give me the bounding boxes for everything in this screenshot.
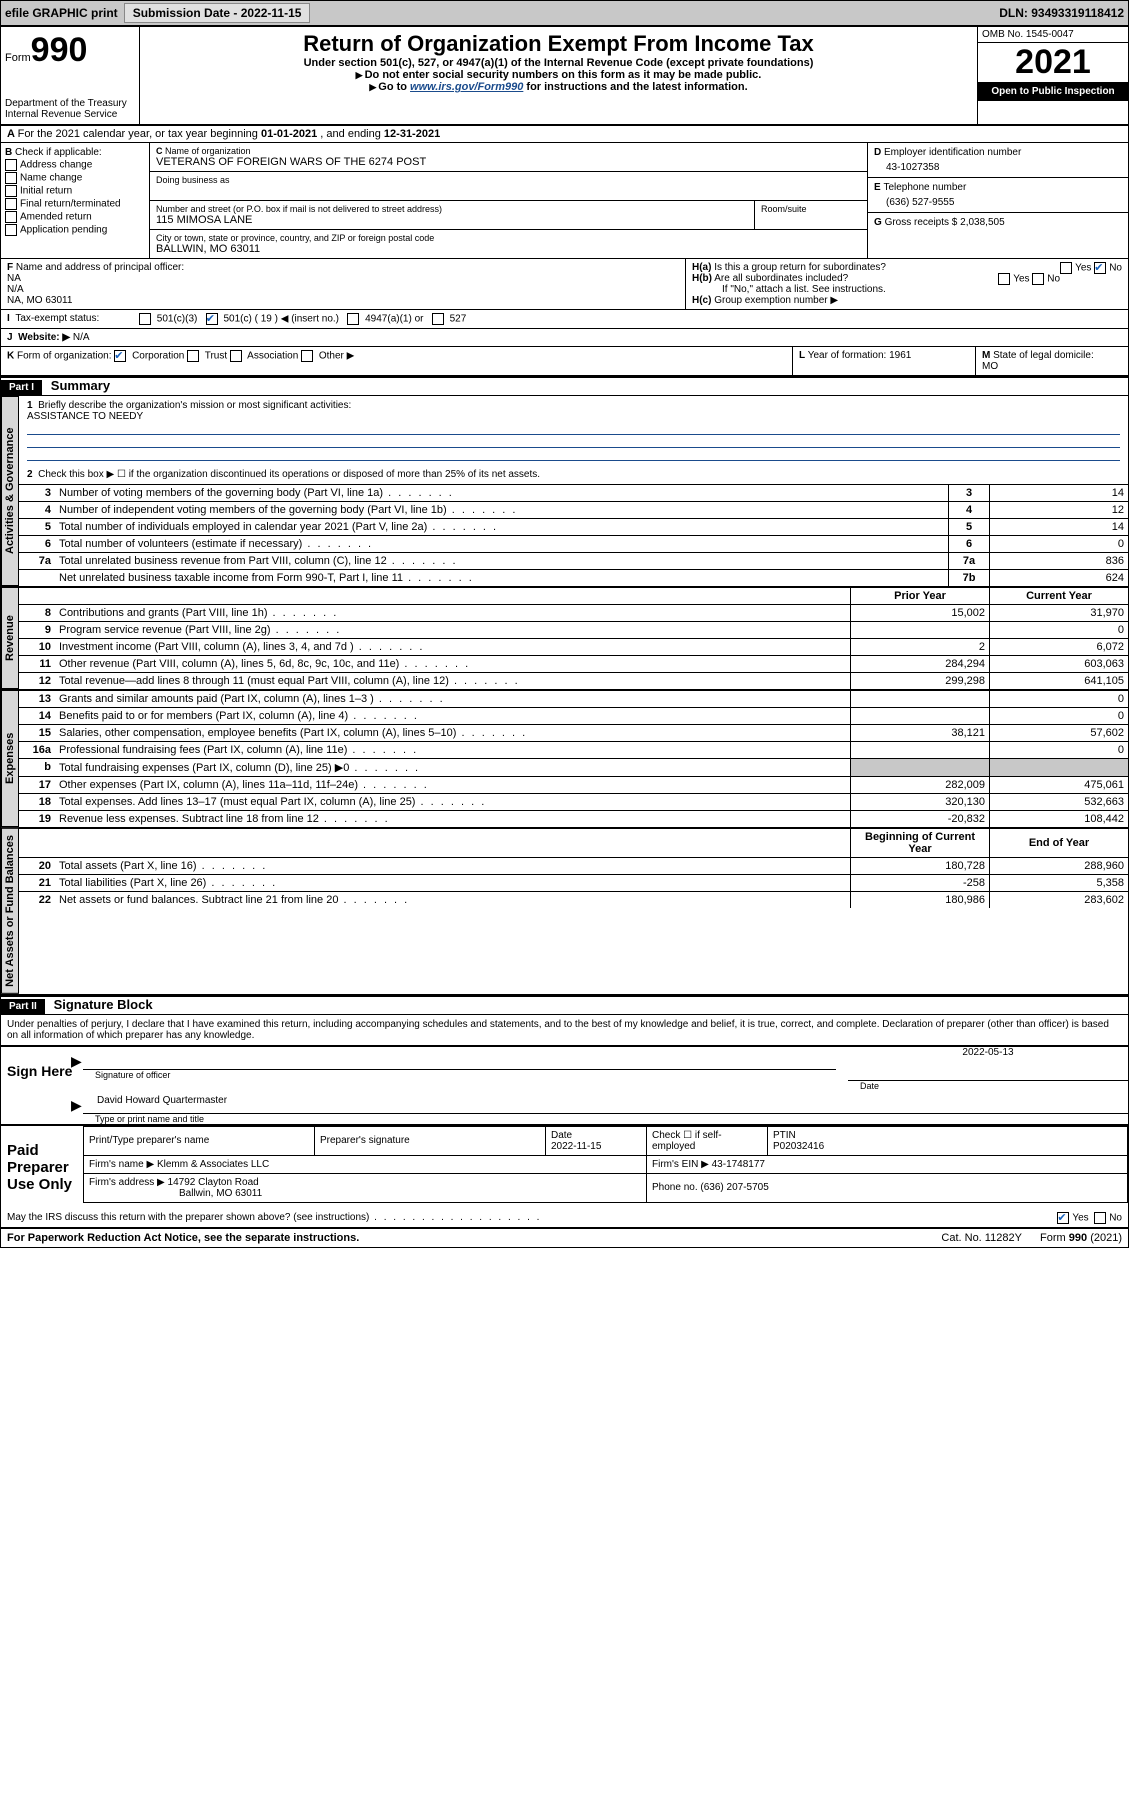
form-990-label: Form990 [5, 31, 135, 70]
chk-amended[interactable]: Amended return [5, 211, 145, 223]
chk-final[interactable]: Final return/terminated [5, 198, 145, 210]
tax-year: 2021 [978, 43, 1128, 82]
k-assoc[interactable] [230, 350, 242, 362]
gross-receipts: 2,038,505 [960, 217, 1005, 228]
page-footer: For Paperwork Reduction Act Notice, see … [1, 1228, 1128, 1247]
city: BALLWIN, MO 63011 [156, 243, 861, 255]
part2-header: Part II Signature Block [1, 995, 1128, 1015]
hint-link: Go to www.irs.gov/Form990 for instructio… [144, 81, 973, 93]
declaration: Under penalties of perjury, I declare th… [1, 1015, 1128, 1045]
chk-initial[interactable]: Initial return [5, 185, 145, 197]
hb-no[interactable] [1032, 273, 1044, 285]
expenses-section: Expenses 13Grants and similar amounts pa… [1, 690, 1128, 828]
form-header: Form990 Department of the Treasury Inter… [1, 27, 1128, 126]
mission: ASSISTANCE TO NEEDY [27, 411, 143, 422]
efile-label: efile GRAPHIC print [5, 6, 118, 20]
org-name: VETERANS OF FOREIGN WARS OF THE 6274 POS… [156, 156, 861, 168]
line-klm: K Form of organization: Corporation Trus… [1, 347, 1128, 376]
ha-yes[interactable] [1060, 262, 1072, 274]
phone: (636) 527-9555 [874, 193, 1122, 208]
irs-label: Internal Revenue Service [5, 109, 135, 120]
ptin: P02032416 [773, 1141, 824, 1152]
form-subtitle: Under section 501(c), 527, or 4947(a)(1)… [144, 57, 973, 69]
firm-name: Klemm & Associates LLC [157, 1159, 269, 1170]
table-ag: 3Number of voting members of the governi… [19, 484, 1128, 586]
chk-name[interactable]: Name change [5, 172, 145, 184]
top-bar: efile GRAPHIC print Submission Date - 20… [0, 0, 1129, 26]
paid-preparer: Paid Preparer Use Only Print/Type prepar… [1, 1124, 1128, 1209]
may-yes[interactable] [1057, 1212, 1069, 1224]
submission-date-btn[interactable]: Submission Date - 2022-11-15 [124, 3, 311, 23]
form-title: Return of Organization Exempt From Incom… [144, 31, 973, 57]
line-i: I Tax-exempt status: 501(c)(3) 501(c) ( … [1, 310, 1128, 329]
tab-activities: Activities & Governance [1, 396, 19, 586]
officer-name: David Howard Quartermaster [97, 1095, 227, 1106]
line-j: J Website: ▶ N/A [1, 329, 1128, 347]
open-public: Open to Public Inspection [978, 82, 1128, 101]
tab-netassets: Net Assets or Fund Balances [1, 828, 19, 994]
ha-no[interactable] [1094, 262, 1106, 274]
hb-yes[interactable] [998, 273, 1010, 285]
i-4947[interactable] [347, 313, 359, 325]
sign-here: Sign Here ▶ Signature of officer 2022-05… [1, 1045, 1128, 1124]
table-rev: Prior YearCurrent Year 8Contributions an… [19, 587, 1128, 689]
right-header: D Employer identification number 43-1027… [868, 143, 1128, 258]
line-a: A For the 2021 calendar year, or tax yea… [1, 126, 1128, 143]
sig-date: 2022-05-13 [848, 1047, 1128, 1058]
k-trust[interactable] [187, 350, 199, 362]
preparer-table: Print/Type preparer's name Preparer's si… [83, 1126, 1128, 1203]
i-501c[interactable] [206, 313, 218, 325]
chk-address[interactable]: Address change [5, 159, 145, 171]
fh-row: F Name and address of principal officer:… [1, 259, 1128, 310]
dept-label: Department of the Treasury [5, 98, 135, 109]
may-no[interactable] [1094, 1212, 1106, 1224]
k-other[interactable] [301, 350, 313, 362]
line-b: B Check if applicable: Address change Na… [1, 143, 150, 258]
omb-number: OMB No. 1545-0047 [978, 27, 1128, 43]
may-discuss: May the IRS discuss this return with the… [1, 1209, 1128, 1228]
netassets-section: Net Assets or Fund Balances Beginning of… [1, 828, 1128, 995]
table-exp: 13Grants and similar amounts paid (Part … [19, 690, 1128, 827]
header-block: B Check if applicable: Address change Na… [1, 143, 1128, 259]
tab-revenue: Revenue [1, 587, 19, 689]
form-container: Form990 Department of the Treasury Inter… [0, 26, 1129, 1248]
irs-link[interactable]: www.irs.gov/Form990 [410, 81, 523, 93]
hint-ssn: Do not enter social security numbers on … [144, 69, 973, 81]
revenue-section: Revenue Prior YearCurrent Year 8Contribu… [1, 587, 1128, 690]
i-527[interactable] [432, 313, 444, 325]
ein: 43-1027358 [874, 158, 1122, 173]
chk-pending[interactable]: Application pending [5, 224, 145, 236]
tab-expenses: Expenses [1, 690, 19, 827]
part1-header: Part I Summary [1, 376, 1128, 396]
table-net: Beginning of Current YearEnd of Year 20T… [19, 828, 1128, 908]
activities-governance: Activities & Governance 1 Briefly descri… [1, 396, 1128, 587]
i-501c3[interactable] [139, 313, 151, 325]
line-c: C Name of organization VETERANS OF FOREI… [150, 143, 868, 258]
dln: DLN: 93493319118412 [999, 6, 1124, 20]
street: 115 MIMOSA LANE [156, 214, 748, 226]
k-corp[interactable] [114, 350, 126, 362]
